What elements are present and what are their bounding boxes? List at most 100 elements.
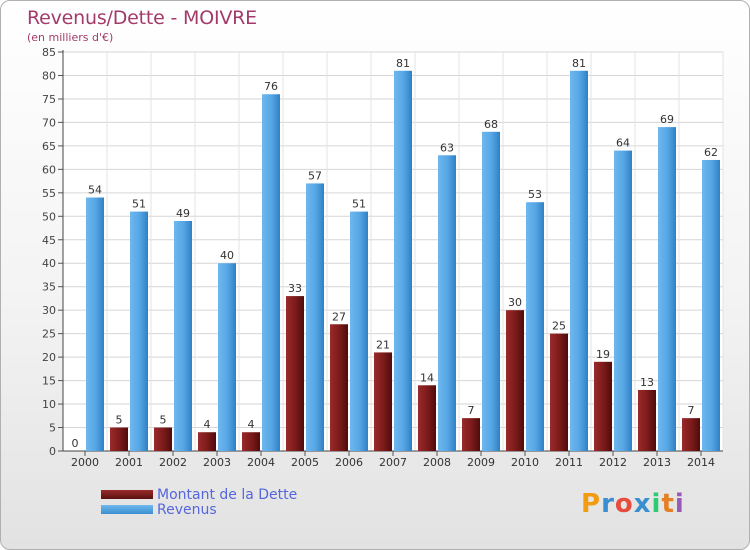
x-tick-label: 2013 — [643, 456, 671, 469]
data-label-debt: 5 — [116, 414, 123, 427]
data-label-debt: 21 — [376, 338, 390, 351]
bar-debt — [198, 432, 216, 451]
x-tick-label: 2000 — [71, 456, 99, 469]
bar-debt — [110, 427, 128, 451]
bar-revenue — [438, 155, 456, 452]
data-label-revenue: 51 — [132, 198, 146, 211]
y-tick-label: 65 — [42, 140, 56, 153]
x-tick-label: 2003 — [203, 456, 231, 469]
bar-debt — [154, 427, 172, 451]
x-tick-label: 2004 — [247, 456, 275, 469]
legend-swatch-revenue — [101, 505, 153, 514]
y-tick-label: 45 — [42, 234, 56, 247]
bar-revenue — [614, 150, 632, 451]
bar-debt — [330, 324, 348, 451]
bar-revenue — [350, 211, 368, 451]
data-label-debt: 0 — [72, 437, 79, 450]
bar-debt — [594, 361, 612, 451]
logo-letter: i — [651, 489, 662, 519]
y-tick-label: 75 — [42, 93, 56, 106]
bar-debt — [506, 310, 524, 451]
y-tick-label: 40 — [42, 257, 56, 270]
plot-area — [63, 52, 723, 451]
logo-letter: t — [661, 489, 675, 519]
y-tick-label: 70 — [42, 116, 56, 129]
logo-letter: P — [581, 489, 602, 519]
bar-revenue — [570, 70, 588, 451]
y-tick-label: 20 — [42, 351, 56, 364]
legend-label-debt: Montant de la Dette — [157, 487, 298, 503]
bar-revenue — [482, 131, 500, 452]
data-label-revenue: 81 — [396, 57, 410, 70]
x-tick-label: 2014 — [687, 456, 715, 469]
data-label-debt: 30 — [508, 296, 522, 309]
bar-revenue — [702, 159, 720, 451]
y-tick-label: 80 — [42, 69, 56, 82]
x-tick-label: 2011 — [555, 456, 583, 469]
data-label-debt: 27 — [332, 310, 346, 323]
data-label-revenue: 69 — [660, 113, 674, 126]
data-label-revenue: 62 — [704, 146, 718, 159]
logo-letter: x — [633, 489, 652, 519]
data-label-debt: 13 — [640, 376, 654, 389]
data-label-revenue: 81 — [572, 57, 586, 70]
y-tick-label: 55 — [42, 187, 56, 200]
x-tick-label: 2010 — [511, 456, 539, 469]
legend-swatch-debt — [101, 490, 153, 499]
x-tick-label: 2006 — [335, 456, 363, 469]
data-label-debt: 33 — [288, 282, 302, 295]
data-label-debt: 25 — [552, 320, 566, 333]
data-label-debt: 5 — [160, 414, 167, 427]
data-label-revenue: 54 — [88, 184, 102, 197]
bar-debt — [242, 432, 260, 451]
data-label-debt: 7 — [468, 404, 475, 417]
bar-debt — [286, 296, 304, 451]
x-tick-label: 2007 — [379, 456, 407, 469]
x-tick-label: 2005 — [291, 456, 319, 469]
x-tick-label: 2012 — [599, 456, 627, 469]
logo-letter: r — [601, 489, 615, 519]
chart-title: Revenus/Dette - MOIVRE — [27, 7, 257, 29]
data-label-revenue: 76 — [264, 80, 278, 93]
data-label-debt: 14 — [420, 371, 434, 384]
bar-revenue — [174, 220, 192, 451]
bar-debt — [550, 333, 568, 451]
data-label-debt: 4 — [204, 418, 211, 431]
bar-debt — [682, 418, 700, 451]
data-label-revenue: 51 — [352, 198, 366, 211]
logo-letter: i — [674, 489, 685, 519]
x-tick-label: 2009 — [467, 456, 495, 469]
y-tick-label: 5 — [49, 422, 56, 435]
y-tick-label: 85 — [42, 46, 56, 59]
x-tick-label: 2008 — [423, 456, 451, 469]
bar-revenue — [262, 94, 280, 451]
x-tick-label: 2001 — [115, 456, 143, 469]
data-label-revenue: 64 — [616, 137, 630, 150]
y-tick-label: 30 — [42, 304, 56, 317]
data-label-revenue: 57 — [308, 169, 322, 182]
y-tick-label: 25 — [42, 328, 56, 341]
legend-label-revenue: Revenus — [157, 502, 217, 518]
logo-letter: o — [614, 489, 634, 519]
y-tick-label: 0 — [49, 445, 56, 458]
bar-revenue — [394, 70, 412, 451]
proxiti-logo: Proxiti — [581, 489, 685, 519]
bar-revenue — [306, 183, 324, 451]
y-tick-label: 50 — [42, 210, 56, 223]
bar-revenue — [218, 263, 236, 451]
y-tick-label: 35 — [42, 281, 56, 294]
data-label-debt: 4 — [248, 418, 255, 431]
bar-revenue — [658, 127, 676, 451]
y-tick-label: 60 — [42, 163, 56, 176]
bar-revenue — [526, 202, 544, 451]
data-label-revenue: 49 — [176, 207, 190, 220]
bar-debt — [374, 352, 392, 451]
x-tick-label: 2002 — [159, 456, 187, 469]
y-tick-label: 10 — [42, 398, 56, 411]
bar-debt — [638, 389, 656, 451]
data-label-debt: 19 — [596, 348, 610, 361]
bar-revenue — [130, 211, 148, 451]
data-label-debt: 7 — [688, 404, 695, 417]
